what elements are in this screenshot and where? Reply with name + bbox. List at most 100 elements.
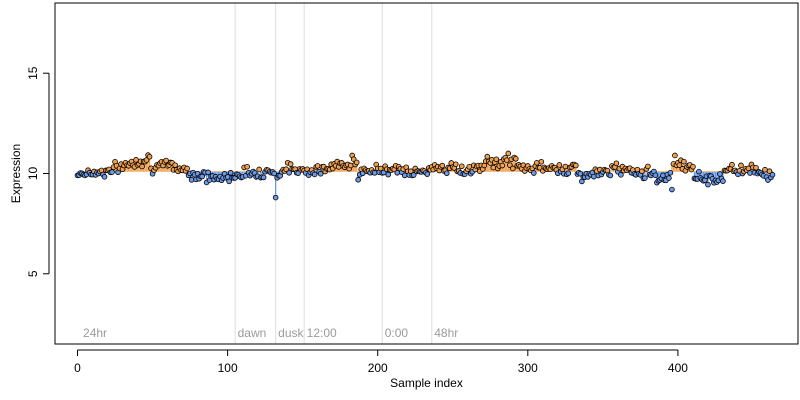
phase-labels: 24hr dawn dusk 12:00 0:00 48hr [83, 326, 458, 340]
data-point-321 [556, 162, 563, 168]
data-point-396 [669, 186, 675, 193]
x-tick-label-400: 400 [668, 361, 688, 375]
data-point-121 [256, 166, 262, 173]
data-point-207 [385, 171, 392, 178]
data-point-461 [766, 168, 773, 175]
data-point-292 [513, 155, 519, 162]
data-point-186 [353, 159, 360, 166]
data-point-401 [676, 162, 683, 168]
phase-label-5: 48hr [434, 326, 458, 340]
y-axis-label: Expression [9, 144, 23, 203]
y-tick-label-15: 15 [26, 66, 40, 80]
data-point-43 [139, 163, 145, 170]
data-point-243 [439, 162, 446, 169]
data-point-142 [287, 161, 294, 167]
phase-label-4: 0:00 [385, 326, 409, 340]
data-point-335 [577, 170, 584, 177]
data-point-410 [690, 163, 696, 170]
data-point-395 [667, 169, 674, 176]
y-axis: 5 10 15 [26, 66, 50, 277]
x-tick-label-200: 200 [368, 361, 388, 375]
data-point-160 [314, 163, 321, 169]
data-point-139 [283, 166, 289, 173]
data-point-290 [510, 165, 516, 172]
data-point-404 [681, 158, 687, 165]
data-point-23 [109, 169, 115, 175]
phase-label-0: 24hr [83, 326, 107, 340]
data-point-394 [666, 175, 672, 181]
data-point-436 [729, 161, 735, 168]
data-point-233 [424, 171, 431, 177]
data-points [74, 150, 776, 201]
data-point-380 [645, 163, 651, 170]
data-point-158 [311, 171, 318, 178]
data-point-39 [133, 157, 139, 163]
data-point-246 [443, 170, 450, 177]
data-point-385 [652, 172, 659, 179]
data-point-73 [184, 165, 190, 172]
data-point-304 [531, 170, 537, 176]
x-tick-label-300: 300 [518, 361, 538, 375]
data-point-355 [607, 172, 614, 179]
data-point-463 [769, 171, 776, 178]
data-point-325 [562, 163, 569, 170]
plot-frame [54, 2, 799, 345]
phase-label-2: dusk [278, 326, 304, 340]
data-point-306 [534, 160, 540, 166]
data-point-277 [490, 164, 497, 171]
data-point-224 [410, 172, 417, 178]
phase-label-3: 12:00 [307, 326, 337, 340]
data-point-131 [271, 170, 277, 177]
data-point-359 [613, 160, 620, 167]
data-point-332 [573, 162, 579, 169]
data-point-102 [227, 169, 234, 176]
data-point-448 [747, 170, 753, 176]
data-point-287 [505, 150, 512, 157]
y-tick-label-10: 10 [26, 167, 40, 181]
data-point-309 [538, 158, 545, 165]
data-point-378 [642, 175, 648, 181]
data-point-256 [458, 163, 465, 170]
data-point-283 [499, 162, 506, 169]
data-point-187 [355, 176, 362, 183]
data-point-162 [317, 170, 324, 177]
data-point-48 [146, 153, 153, 160]
y-tick-label-5: 5 [26, 270, 40, 277]
data-point-101 [226, 178, 232, 185]
phase-label-1: dawn [238, 326, 267, 340]
data-point-327 [565, 170, 572, 177]
data-point-390 [660, 172, 666, 179]
x-tick-label-0: 0 [74, 361, 81, 375]
data-point-113 [244, 163, 250, 170]
data-point-59 [163, 157, 169, 164]
data-point-87 [205, 169, 211, 176]
x-axis: 0 100 200 300 400 [74, 349, 688, 375]
data-point-252 [452, 161, 459, 168]
data-point-65 [172, 162, 178, 168]
data-point-286 [503, 157, 510, 163]
data-point-124 [260, 174, 267, 181]
data-point-420 [705, 181, 711, 188]
data-point-376 [639, 168, 645, 175]
x-axis-label: Sample index [390, 376, 463, 390]
data-point-452 [753, 164, 759, 171]
data-point-279 [493, 156, 500, 163]
data-point-458 [762, 166, 768, 173]
data-point-182 [347, 162, 354, 169]
data-point-76 [188, 177, 195, 183]
data-point-261 [466, 163, 473, 170]
data-point-132 [272, 194, 279, 201]
data-point-430 [720, 178, 726, 184]
data-point-344 [591, 173, 597, 180]
data-point-442 [738, 162, 744, 169]
data-point-414 [696, 168, 702, 175]
data-point-398 [672, 152, 678, 159]
data-point-18 [101, 174, 108, 180]
data-point-273 [484, 153, 491, 160]
data-point-198 [371, 170, 378, 176]
x-tick-label-100: 100 [218, 361, 238, 375]
data-point-141 [286, 169, 292, 176]
data-point-362 [618, 172, 624, 178]
